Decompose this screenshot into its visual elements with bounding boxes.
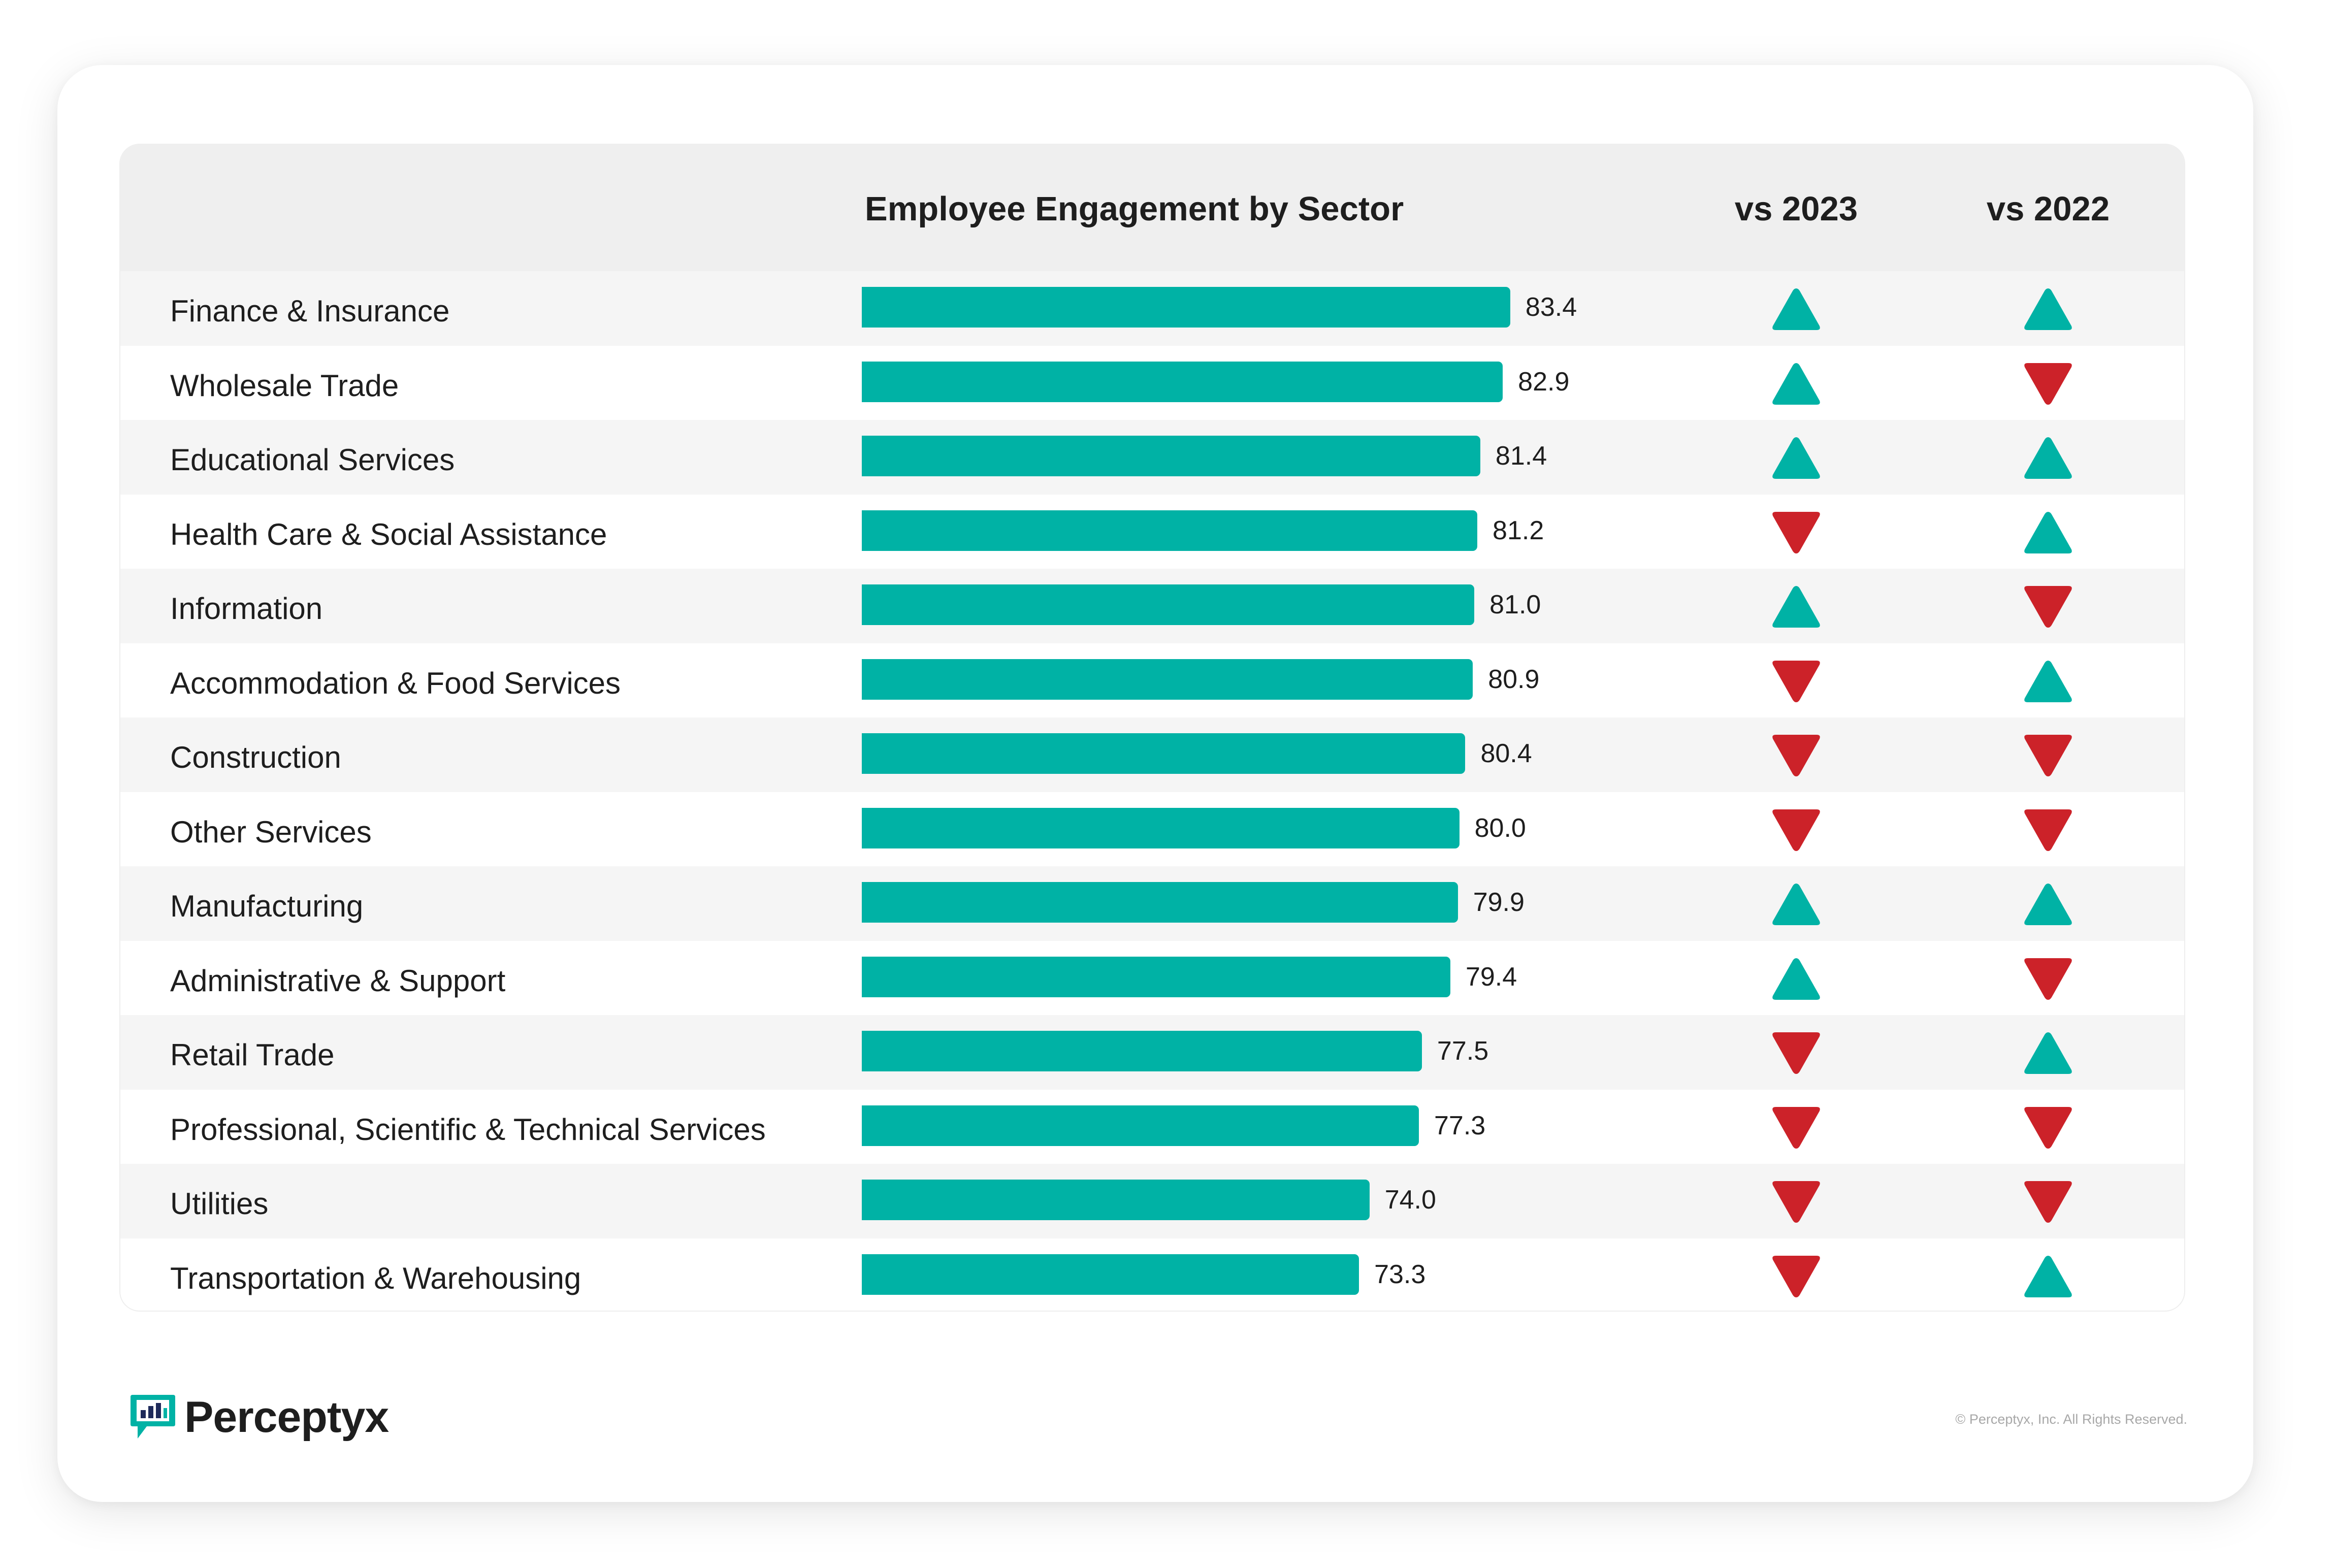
table-row: Administrative & Support 79.4: [120, 941, 2184, 1016]
bar-value-label: 79.4: [1465, 962, 1517, 992]
engagement-bar: [862, 882, 1458, 923]
trend-down-icon: [1772, 1032, 1820, 1074]
bar-value-label: 80.4: [1480, 739, 1532, 769]
bar-value-label: 80.0: [1474, 813, 1526, 843]
trend-up-icon: [1772, 363, 1820, 405]
trend-down-icon: [2024, 958, 2072, 1000]
bar-value-label: 82.9: [1518, 367, 1570, 397]
sector-label: Administrative & Support: [170, 963, 506, 998]
trend-down-icon: [1772, 1106, 1820, 1149]
trend-up-icon: [2024, 1032, 2072, 1074]
bar-value-label: 81.4: [1495, 441, 1547, 471]
trend-up-icon: [1772, 958, 1820, 1000]
sector-label: Accommodation & Food Services: [170, 666, 621, 700]
engagement-bar: [862, 733, 1466, 774]
table-row: Construction 80.4: [120, 717, 2184, 792]
engagement-bar: [862, 287, 1510, 328]
trend-down-icon: [1772, 1255, 1820, 1297]
trend-up-icon: [1772, 288, 1820, 331]
table-header: [120, 145, 2184, 271]
trend-down-icon: [1772, 809, 1820, 851]
sector-label: Retail Trade: [170, 1038, 335, 1072]
engagement-bar: [862, 807, 1460, 848]
engagement-bar: [862, 1031, 1422, 1072]
engagement-bar: [862, 659, 1473, 700]
sector-label: Wholesale Trade: [170, 368, 399, 403]
bar-value-label: 83.4: [1525, 292, 1577, 322]
table-row: Finance & Insurance 83.4: [120, 271, 2184, 346]
engagement-bar: [862, 361, 1503, 402]
trend-down-icon: [2024, 1181, 2072, 1223]
trend-down-icon: [2024, 735, 2072, 777]
chat-bubble-bar-chart-icon: [131, 1395, 175, 1439]
bar-value-label: 79.9: [1473, 888, 1525, 918]
trend-up-icon: [1772, 884, 1820, 926]
trend-down-icon: [2024, 809, 2072, 851]
trend-up-icon: [2024, 511, 2072, 553]
table-row: Wholesale Trade 82.9: [120, 346, 2184, 420]
trend-up-icon: [1772, 586, 1820, 628]
sector-label: Construction: [170, 740, 341, 775]
engagement-bar: [862, 584, 1475, 626]
trend-up-icon: [2024, 884, 2072, 926]
trend-down-icon: [2024, 586, 2072, 628]
sector-label: Other Services: [170, 814, 372, 849]
table-row: Utilities 74.0: [120, 1164, 2184, 1238]
trend-up-icon: [2024, 288, 2072, 331]
trend-up-icon: [2024, 660, 2072, 702]
table-row: Manufacturing 79.9: [120, 866, 2184, 941]
table-body: Finance & Insurance 83.4 Wholesale Trade 82…: [120, 145, 2184, 1311]
engagement-bar: [862, 1254, 1359, 1295]
sector-label: Educational Services: [170, 443, 455, 477]
engagement-table: Finance & Insurance 83.4 Wholesale Trade 82…: [119, 144, 2185, 1312]
table-row: Accommodation & Food Services 80.9: [120, 643, 2184, 718]
trend-down-icon: [1772, 1181, 1820, 1223]
perceptyx-logo: Perceptyx: [129, 1393, 389, 1442]
table-row: Educational Services 81.4: [120, 420, 2184, 495]
chart-title: Employee Engagement by Sector: [865, 190, 1404, 228]
engagement-bar: [862, 510, 1478, 551]
bar-value-label: 77.3: [1434, 1110, 1486, 1140]
sector-label: Health Care & Social Assistance: [170, 517, 607, 551]
table-row: Retail Trade 77.5: [120, 1015, 2184, 1090]
trend-up-icon: [2024, 1255, 2072, 1297]
table-row: Professional, Scientific & Technical Ser…: [120, 1090, 2184, 1164]
table-row: Health Care & Social Assistance 81.2: [120, 495, 2184, 569]
bar-value-label: 81.0: [1489, 590, 1541, 620]
trend-down-icon: [1772, 660, 1820, 702]
table-row: Information 81.0: [120, 569, 2184, 643]
table-row: Transportation & Warehousing 73.3: [120, 1238, 2184, 1311]
bar-value-label: 74.0: [1384, 1185, 1436, 1215]
sector-label: Transportation & Warehousing: [170, 1261, 581, 1295]
engagement-bar: [862, 956, 1450, 997]
sector-label: Manufacturing: [170, 889, 364, 924]
bar-value-label: 73.3: [1374, 1259, 1426, 1289]
logo-wordmark: Perceptyx: [184, 1393, 389, 1442]
sector-label: Utilities: [170, 1187, 269, 1221]
sector-label: Finance & Insurance: [170, 294, 450, 329]
trend-down-icon: [2024, 1106, 2072, 1149]
column-header-vs-2023: vs 2023: [1734, 190, 1858, 228]
engagement-bar: [862, 436, 1480, 477]
table-row: Other Services 80.0: [120, 792, 2184, 867]
trend-down-icon: [1772, 511, 1820, 553]
trend-up-icon: [1772, 437, 1820, 479]
bar-value-label: 77.5: [1437, 1036, 1489, 1066]
engagement-bar: [862, 1180, 1370, 1221]
trend-up-icon: [2024, 437, 2072, 479]
sector-label: Professional, Scientific & Technical Ser…: [170, 1112, 766, 1147]
sector-label: Information: [170, 592, 323, 626]
engagement-bar: [862, 1105, 1419, 1146]
copyright-text: © Perceptyx, Inc. All Rights Reserved.: [1955, 1412, 2187, 1427]
trend-down-icon: [2024, 363, 2072, 405]
bar-value-label: 81.2: [1493, 515, 1544, 545]
column-header-vs-2022: vs 2022: [1986, 190, 2110, 228]
trend-down-icon: [1772, 735, 1820, 777]
bar-value-label: 80.9: [1488, 664, 1540, 694]
